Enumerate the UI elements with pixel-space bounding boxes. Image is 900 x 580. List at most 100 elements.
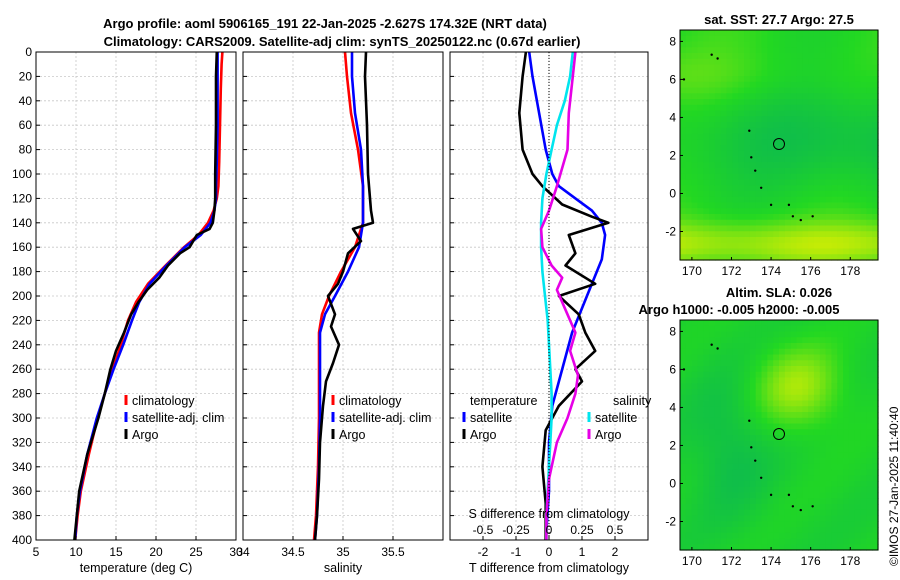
map-cell <box>685 81 693 89</box>
map-cell <box>819 127 827 135</box>
map-cell <box>813 156 821 163</box>
map-cell <box>726 544 734 551</box>
map-cell <box>819 145 827 152</box>
map-cell <box>744 53 751 60</box>
x-tick-label: 15 <box>109 545 123 559</box>
map-cell <box>755 538 763 545</box>
map-cell <box>802 481 809 488</box>
map-cell <box>819 219 827 227</box>
map-cell <box>831 179 838 186</box>
map-cell <box>749 481 757 488</box>
map-cell <box>866 371 873 379</box>
map-cell <box>802 35 809 43</box>
map-cell <box>703 532 710 540</box>
map-cell <box>732 70 739 77</box>
map-cell <box>749 417 757 425</box>
map-cell <box>703 58 710 66</box>
map-cell <box>738 354 745 361</box>
map-cell <box>790 76 798 83</box>
map-cell <box>866 532 873 540</box>
map-cell <box>714 219 722 227</box>
map-cell <box>848 168 856 175</box>
map-cell <box>802 383 809 390</box>
map-cell <box>784 394 792 402</box>
map-cell <box>697 348 704 356</box>
map-cell <box>779 110 786 117</box>
map-cell <box>860 423 867 430</box>
map-cell <box>872 35 879 43</box>
map-cell <box>848 99 856 106</box>
map-cell <box>732 377 739 384</box>
map-cell <box>749 475 757 482</box>
map-cell <box>872 179 879 186</box>
map-cell <box>738 81 745 89</box>
map-cell <box>773 440 780 448</box>
map-cell <box>790 150 798 158</box>
map-cell <box>749 93 757 100</box>
map-cell <box>714 196 722 204</box>
map-cell <box>831 446 838 453</box>
map-cell <box>680 371 687 379</box>
map-cell <box>738 475 745 482</box>
map-cell <box>825 504 833 511</box>
map-cell <box>854 185 862 192</box>
map-cell <box>831 254 838 261</box>
map-cell <box>866 87 873 94</box>
map-cell <box>720 104 728 112</box>
map-cell <box>749 156 757 163</box>
map-cell <box>755 348 763 356</box>
map-cell <box>685 492 693 499</box>
map-cell <box>697 354 704 361</box>
map-cell <box>837 366 844 373</box>
map-cell <box>691 377 699 384</box>
map-cell <box>848 521 856 528</box>
map-cell <box>860 53 867 60</box>
map-cell <box>749 429 757 436</box>
map-cell <box>726 168 734 175</box>
map-cell <box>848 509 856 517</box>
map-cell <box>685 248 693 255</box>
map-cell <box>796 377 803 384</box>
map-cell <box>790 383 798 390</box>
map-cell <box>720 231 728 238</box>
map-cell <box>726 35 734 43</box>
map-cell <box>680 168 687 175</box>
map-cell <box>720 544 728 551</box>
map-cell <box>697 208 704 215</box>
map-cell <box>761 47 768 54</box>
map-cell <box>773 76 780 83</box>
map-cell <box>691 320 699 327</box>
map-cell <box>691 400 699 407</box>
map-cell <box>837 225 844 232</box>
map-cell <box>860 498 867 505</box>
map-cell <box>744 116 751 123</box>
map-cell <box>761 208 768 215</box>
map-cell <box>749 116 757 123</box>
map-cell <box>726 377 734 384</box>
map-cell <box>843 337 850 344</box>
map-cell <box>732 254 739 261</box>
s-tick-label: -0.5 <box>473 523 494 537</box>
map-cell <box>773 446 780 453</box>
map-cell <box>802 179 809 186</box>
map-cell <box>779 70 786 77</box>
map-cell <box>767 99 774 106</box>
map-cell <box>843 515 850 522</box>
map-cell <box>761 389 768 396</box>
map-cell <box>819 440 827 448</box>
map-cell <box>773 254 780 261</box>
map-cell <box>732 394 739 402</box>
map-cell <box>773 237 780 244</box>
map-cell <box>813 417 821 425</box>
map-cell <box>808 504 815 511</box>
map-cell <box>761 527 768 534</box>
map-cell <box>819 185 827 192</box>
map-cell <box>714 354 722 361</box>
map-cell <box>755 248 763 255</box>
map-cell <box>831 320 838 327</box>
map-cell <box>802 389 809 396</box>
map-cell <box>749 242 757 250</box>
map-cell <box>680 383 687 390</box>
map-cell <box>726 463 734 471</box>
map-cell <box>779 133 786 140</box>
